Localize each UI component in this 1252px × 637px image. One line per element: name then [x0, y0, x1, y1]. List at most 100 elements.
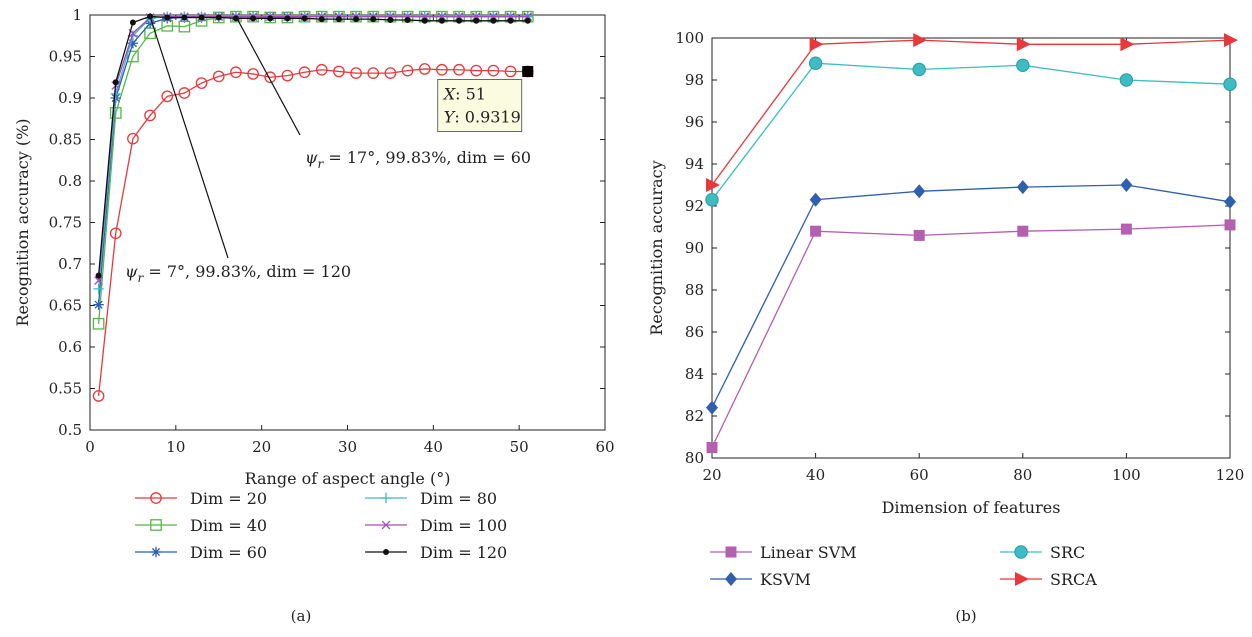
chart-a-point-0-19: [418, 63, 431, 75]
chart-b-series-line-2: [711, 62, 1231, 201]
chart-b-point-3-5: [1224, 33, 1238, 48]
chart-a-xtick-label: 20: [252, 438, 271, 456]
chart-a-point-4-21: [454, 12, 464, 22]
chart-a-point-5-13: [318, 16, 325, 23]
chart-a-legend-marker-4: [381, 520, 391, 530]
chart-b-ytick-label: 100: [675, 29, 704, 47]
chart-a-annotation-1: ψr = 7°, 99.83%, dim = 120: [125, 262, 351, 285]
chart-a-point-0-22: [470, 64, 483, 77]
chart-a-point-0-16: [367, 67, 380, 79]
chart-a-point-5-1: [112, 79, 119, 86]
chart-a-point-5-9: [250, 15, 257, 22]
chart-a-point-5-21: [456, 17, 463, 24]
chart-a-legend-marker-0: [150, 492, 162, 504]
chart-b-legend-marker-3: [1015, 572, 1029, 586]
chart-a-point-5-19: [421, 17, 428, 24]
chart-b-point-2-4: [1119, 73, 1134, 87]
chart-a-point-5-6: [198, 14, 205, 21]
chart-b-legend-label-1: KSVM: [760, 570, 811, 589]
chart-a-point-5-7: [215, 14, 222, 21]
chart-a-legend-label-4: Dim = 100: [420, 516, 507, 535]
chart-a-legend-marker-5: [383, 549, 389, 555]
chart-b-ytick-label: 84: [685, 365, 704, 383]
chart-b-ytick-label: 94: [685, 155, 704, 173]
chart-b-series-line-0: [711, 224, 1231, 448]
chart-a-point-0-24: [504, 65, 517, 78]
chart-b-point-1-3: [1016, 180, 1029, 195]
chart-a-series-group: [92, 10, 534, 402]
chart-a-point-0-1: [109, 227, 122, 240]
chart-a-point-4-25: [523, 12, 533, 22]
chart-b-point-0-4: [1120, 223, 1132, 235]
chart-b-point-2-5: [1223, 77, 1237, 91]
chart-b-point-3-1: [809, 37, 824, 52]
chart-a-point-0-17: [384, 67, 397, 79]
chart-a-point-0-5: [178, 87, 191, 99]
chart-b-point-0-5: [1224, 219, 1236, 231]
chart-a-legend-label-0: Dim = 20: [190, 489, 267, 508]
chart-a-point-5-17: [387, 16, 394, 23]
chart-a-xlabel: Range of aspect angle (°): [245, 469, 451, 488]
chart-a-ytick-label: 0.85: [49, 131, 82, 149]
chart-b-point-1-5: [1224, 194, 1236, 209]
chart-a-point-4-19: [420, 12, 430, 22]
chart-b-point-1-1: [809, 192, 822, 207]
chart-a-point-5-23: [490, 17, 497, 24]
chart-b-point-3-3: [1016, 37, 1031, 52]
chart-b-ytick-label: 92: [685, 197, 704, 215]
chart-b-series-line-1: [711, 184, 1231, 408]
chart-a-point-0-12: [298, 66, 311, 79]
chart-b-point-2-2: [912, 62, 926, 77]
chart-a-point-4-23: [489, 12, 498, 22]
chart-b-point-2-1: [808, 56, 823, 70]
chart-b-axes-box: [711, 37, 1231, 459]
chart-a-datatip-y-value: 0.9319: [465, 108, 521, 127]
chart-a-annotation-leader-1: [149, 16, 229, 259]
chart-a-ytick-label: 0.65: [49, 297, 82, 315]
chart-a-point-0-4: [161, 90, 174, 103]
chart-a-ytick-label: 0.95: [49, 48, 82, 66]
chart-a-legend-marker-3: [380, 492, 392, 504]
chart-a-point-0-7: [212, 70, 225, 83]
chart-a-point-0-2: [127, 132, 139, 145]
chart-b-point-2-0: [705, 193, 719, 207]
chart-a-point-5-11: [284, 15, 291, 22]
chart-b-point-2-3: [1016, 58, 1030, 73]
chart-b-xtick-label: 100: [1112, 466, 1141, 484]
chart-a-point-5-24: [507, 17, 514, 24]
chart-a-point-0-13: [315, 63, 328, 76]
chart-a-ytick-label: 0.75: [49, 214, 82, 232]
chart-b-xlabel: Dimension of features: [882, 498, 1061, 517]
chart-a-point-5-10: [267, 15, 274, 22]
chart-b-ytick-label: 88: [685, 281, 704, 299]
chart-a-ytick-label: 0.9: [58, 89, 82, 107]
chart-a-xtick-label: 30: [338, 438, 357, 456]
chart-b-legend-label-2: SRC: [1050, 543, 1085, 562]
chart-b: 20 40 60 80 100 120 80 82 84 86 88 90 92 94 96 98 100 Dim…: [647, 29, 1244, 625]
chart-b-ylabel: Recognition accuracy: [647, 160, 666, 335]
chart-b-ytick-label: 98: [685, 71, 704, 89]
chart-a-point-5-25: [524, 17, 531, 24]
chart-a-point-5-0: [95, 272, 102, 279]
chart-a: 0 10 20 30 40 50 60 0.5 0.55 0.6 0.65 0.7 0.75 0.8 0.8…: [13, 6, 615, 625]
chart-a-datatip-marker: [522, 66, 534, 78]
chart-a-datatip-x: X: 51: [442, 85, 486, 104]
chart-b-point-0-2: [913, 229, 925, 241]
chart-a-point-4-20: [437, 12, 447, 22]
chart-a-ytick-label: 1: [72, 6, 82, 24]
chart-b-xtick-label: 40: [806, 466, 825, 484]
chart-a-point-0-15: [350, 67, 362, 79]
chart-a-ytick-label: 0.6: [58, 338, 82, 356]
chart-b-ytick-label: 86: [685, 323, 704, 341]
chart-b-point-0-0: [706, 442, 718, 453]
chart-a-xtick-label: 60: [595, 438, 614, 456]
chart-a-point-0-6: [195, 77, 208, 89]
chart-a-datatip-x-label: X: [442, 85, 456, 104]
chart-b-series-line-3: [711, 39, 1231, 186]
chart-a-point-5-4: [164, 14, 171, 21]
chart-a-xtick-label: 40: [424, 438, 443, 456]
chart-b-xtick-label: 120: [1216, 466, 1245, 484]
chart-a-legend-label-5: Dim = 120: [420, 543, 507, 562]
chart-b-point-1-2: [913, 184, 926, 199]
